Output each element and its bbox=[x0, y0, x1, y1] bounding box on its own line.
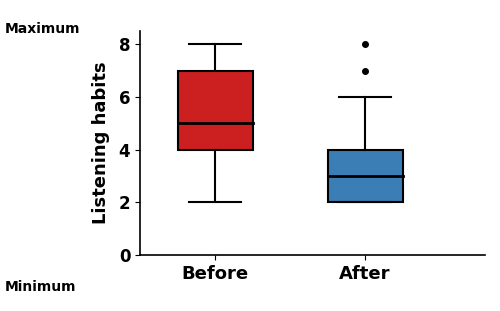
Y-axis label: Listening habits: Listening habits bbox=[92, 62, 110, 224]
Text: Minimum: Minimum bbox=[5, 280, 76, 294]
FancyBboxPatch shape bbox=[328, 150, 402, 202]
FancyBboxPatch shape bbox=[178, 71, 252, 150]
Text: Maximum: Maximum bbox=[5, 22, 80, 36]
